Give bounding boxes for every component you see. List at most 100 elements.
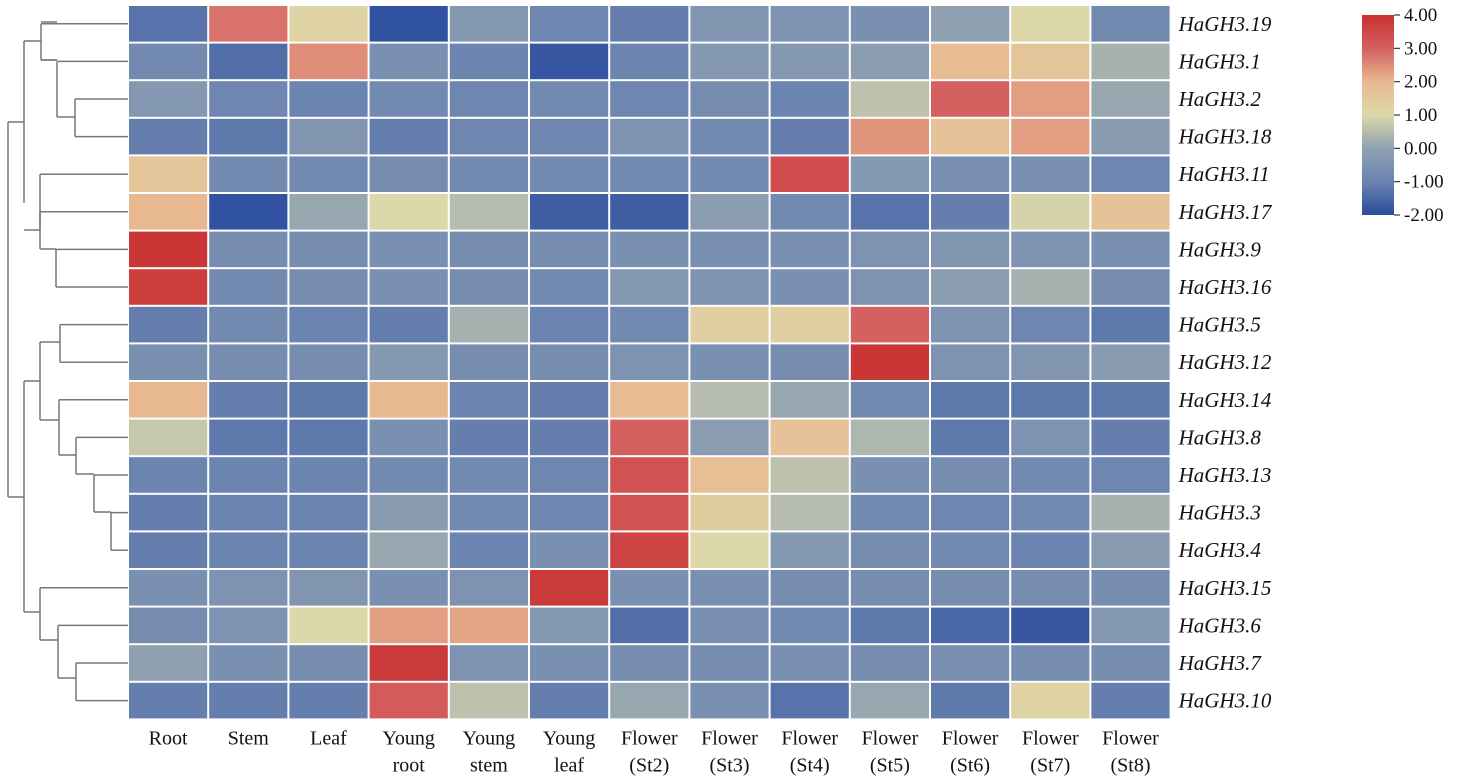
heatmap-cell — [931, 306, 1010, 343]
heatmap-cell — [530, 494, 609, 531]
heatmap-cell — [129, 419, 208, 456]
colorbar-tick-label: 3.00 — [1404, 38, 1437, 59]
heatmap-cell — [690, 382, 769, 418]
heatmap-cell — [931, 494, 1010, 531]
heatmap-cell — [1091, 570, 1170, 606]
colorbar-gradient — [1362, 15, 1394, 215]
heatmap-cell — [449, 118, 528, 155]
heatmap-cell — [289, 419, 368, 456]
heatmap-cell — [1091, 494, 1170, 531]
heatmap-cell — [931, 382, 1010, 418]
heatmap-cell — [690, 6, 769, 42]
heatmap-cell — [931, 118, 1010, 155]
heatmap-cell — [449, 419, 528, 456]
heatmap-cell — [1011, 607, 1090, 644]
heatmap-cell — [770, 43, 849, 80]
heatmap-cell — [931, 419, 1010, 456]
heatmap-cell — [449, 344, 528, 380]
row-label: HaGH3.4 — [1178, 538, 1262, 562]
heatmap-cell — [1091, 607, 1170, 644]
column-label: Flower (St4) — [781, 727, 838, 776]
heatmap-cell — [289, 457, 368, 493]
heatmap-cell — [1011, 494, 1090, 531]
heatmap-cell — [690, 532, 769, 568]
heatmap-cell — [530, 269, 609, 305]
heatmap-cell — [209, 344, 288, 380]
heatmap-cell — [1011, 43, 1090, 80]
row-label: HaGH3.10 — [1178, 689, 1272, 713]
heatmap-cell — [369, 81, 448, 117]
heatmap-cell — [530, 457, 609, 493]
heatmap-cell — [530, 344, 609, 380]
row-label: HaGH3.3 — [1178, 501, 1261, 525]
heatmap-cell — [1011, 344, 1090, 380]
heatmap-cell — [209, 269, 288, 305]
heatmap-cell — [1091, 532, 1170, 568]
column-label: Root — [149, 727, 188, 749]
heatmap-cell — [610, 43, 689, 80]
heatmap-cell — [449, 194, 528, 230]
heatmap-cell — [449, 682, 528, 719]
heatmap-cell — [610, 419, 689, 456]
heatmap-cell — [369, 43, 448, 80]
heatmap-cell — [931, 156, 1010, 192]
column-labels: Root Stem Leaf Young root Young stem Young leaf F… — [149, 727, 1160, 776]
colorbar-tick-label: 2.00 — [1404, 72, 1437, 93]
heatmap-cell — [610, 607, 689, 644]
heatmap-cell — [850, 457, 929, 493]
heatmap-cell — [289, 231, 368, 268]
heatmap-cell — [449, 457, 528, 493]
heatmap-cell — [770, 306, 849, 343]
heatmap-cell — [931, 344, 1010, 380]
heatmap-cell — [770, 81, 849, 117]
heatmap-cell — [770, 382, 849, 418]
row-label: HaGH3.1 — [1178, 49, 1261, 73]
heatmap-cell — [449, 494, 528, 531]
heatmap-cell — [850, 682, 929, 719]
heatmap-cell — [610, 306, 689, 343]
heatmap-cell — [129, 43, 208, 80]
heatmap-cell — [1091, 419, 1170, 456]
heatmap-cell — [209, 43, 288, 80]
heatmap-cell — [850, 645, 929, 681]
row-label: HaGH3.12 — [1178, 350, 1272, 374]
heatmap-cell — [209, 382, 288, 418]
heatmap-cell — [931, 457, 1010, 493]
heatmap-cell — [449, 269, 528, 305]
heatmap-cell — [449, 156, 528, 192]
heatmap-cell — [1011, 118, 1090, 155]
heatmap-cell — [449, 231, 528, 268]
row-dendrogram — [7, 21, 128, 702]
heatmap-cell — [1091, 645, 1170, 681]
heatmap-cell — [209, 532, 288, 568]
heatmap-cell — [610, 457, 689, 493]
heatmap-cell — [690, 156, 769, 192]
heatmap-cell — [289, 344, 368, 380]
heatmap-cell — [1011, 570, 1090, 606]
heatmap-cell — [850, 306, 929, 343]
heatmap-cell — [770, 457, 849, 493]
heatmap-cell — [530, 156, 609, 192]
heatmap-cell — [690, 306, 769, 343]
heatmap-cell — [449, 81, 528, 117]
heatmap-cell — [690, 494, 769, 531]
heatmap-cell — [129, 306, 208, 343]
heatmap-cell — [209, 607, 288, 644]
heatmap-cell — [369, 194, 448, 230]
heatmap-cell — [610, 156, 689, 192]
heatmap-cell — [449, 607, 528, 644]
heatmap-cell — [931, 231, 1010, 268]
heatmap-cell — [369, 231, 448, 268]
heatmap-cell — [1091, 382, 1170, 418]
heatmap-cell — [369, 6, 448, 42]
colorbar-tick-label: 0.00 — [1404, 138, 1437, 159]
heatmap-cell — [530, 306, 609, 343]
heatmap-cell — [690, 81, 769, 117]
heatmap-cell — [931, 194, 1010, 230]
heatmap-cell — [530, 532, 609, 568]
heatmap-cell — [690, 607, 769, 644]
column-label: Flower (St2) — [621, 727, 678, 776]
heatmap-cell — [770, 570, 849, 606]
heatmap-cell — [449, 382, 528, 418]
heatmap-cell — [129, 607, 208, 644]
